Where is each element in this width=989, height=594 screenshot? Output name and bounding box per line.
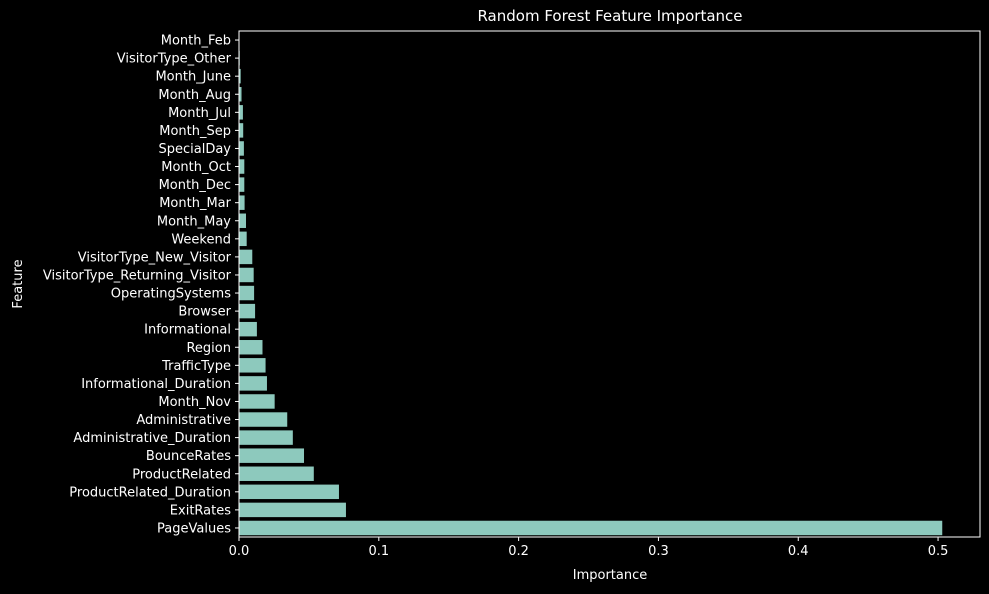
y-tick-label: ExitRates xyxy=(170,503,231,518)
plot-area: Month_Feb VisitorType_Other Month_June Mont… xyxy=(43,30,981,559)
y-tick-label: SpecialDay xyxy=(158,142,231,157)
bar xyxy=(239,231,247,247)
y-tick-label: ProductRelated xyxy=(132,467,231,482)
y-tick-label: Administrative xyxy=(136,413,231,428)
y-tick-label: Month_Sep xyxy=(159,124,231,139)
y-tick-label: OperatingSystems xyxy=(111,287,231,302)
bar xyxy=(239,87,242,102)
bar xyxy=(239,141,244,156)
y-tick-label: VisitorType_Other xyxy=(117,52,232,67)
y-tick-label: VisitorType_New_Visitor xyxy=(78,250,232,265)
axes-frame xyxy=(238,30,981,538)
bar xyxy=(239,249,253,265)
x-tick-label: 0.5 xyxy=(928,544,949,559)
y-tick-label: Month_Feb xyxy=(161,34,231,49)
y-tick-label: Browser xyxy=(178,305,231,320)
bar xyxy=(239,123,244,138)
bar xyxy=(239,394,275,409)
y-axis-label: Feature xyxy=(11,259,26,308)
y-tick-label: Month_Aug xyxy=(158,88,231,103)
bar xyxy=(239,412,288,427)
bar xyxy=(239,520,943,536)
y-tick-label: Month_Oct xyxy=(161,160,231,175)
y-tick-label: Month_Mar xyxy=(159,196,231,211)
bar xyxy=(239,303,256,319)
bar xyxy=(239,358,266,373)
bar xyxy=(239,177,245,192)
y-tick-label: Month_May xyxy=(157,214,231,229)
bar xyxy=(239,340,263,355)
x-tick-label: 0.4 xyxy=(788,544,809,559)
bar xyxy=(239,430,293,445)
bar xyxy=(239,195,245,210)
bar xyxy=(239,321,257,337)
y-tick-label: Month_June xyxy=(155,70,231,85)
bar xyxy=(239,267,254,283)
bar xyxy=(239,448,305,463)
y-tick-label: Month_Jul xyxy=(168,106,231,121)
y-tick-label: Month_Dec xyxy=(159,178,231,193)
y-tick-label: Month_Nov xyxy=(158,395,231,410)
x-tick-label: 0.0 xyxy=(229,544,250,559)
bar xyxy=(239,502,346,518)
bar xyxy=(239,213,246,228)
y-tick-label: BounceRates xyxy=(146,449,231,464)
y-tick-label: Administrative_Duration xyxy=(73,431,231,446)
x-tick-label: 0.1 xyxy=(368,544,389,559)
x-tick-label: 0.2 xyxy=(508,544,529,559)
y-tick-label: Informational xyxy=(144,323,231,338)
y-tick-label: VisitorType_Returning_Visitor xyxy=(43,268,232,283)
bar xyxy=(239,376,267,391)
bar xyxy=(239,159,245,174)
y-tick-label: TrafficType xyxy=(161,359,231,374)
bar xyxy=(239,68,241,84)
y-tick-label: PageValues xyxy=(157,521,231,536)
y-tick-label: ProductRelated_Duration xyxy=(69,485,231,500)
bar xyxy=(239,285,255,301)
x-axis-label: Importance xyxy=(573,568,648,583)
y-tick-label: Informational_Duration xyxy=(81,377,231,392)
bar xyxy=(239,484,339,500)
chart-title: Random Forest Feature Importance xyxy=(477,7,742,25)
bar xyxy=(239,105,243,120)
y-tick-label: Weekend xyxy=(171,232,231,247)
x-tick-label: 0.3 xyxy=(648,544,669,559)
bar xyxy=(239,466,314,481)
y-tick-label: Region xyxy=(186,341,231,356)
